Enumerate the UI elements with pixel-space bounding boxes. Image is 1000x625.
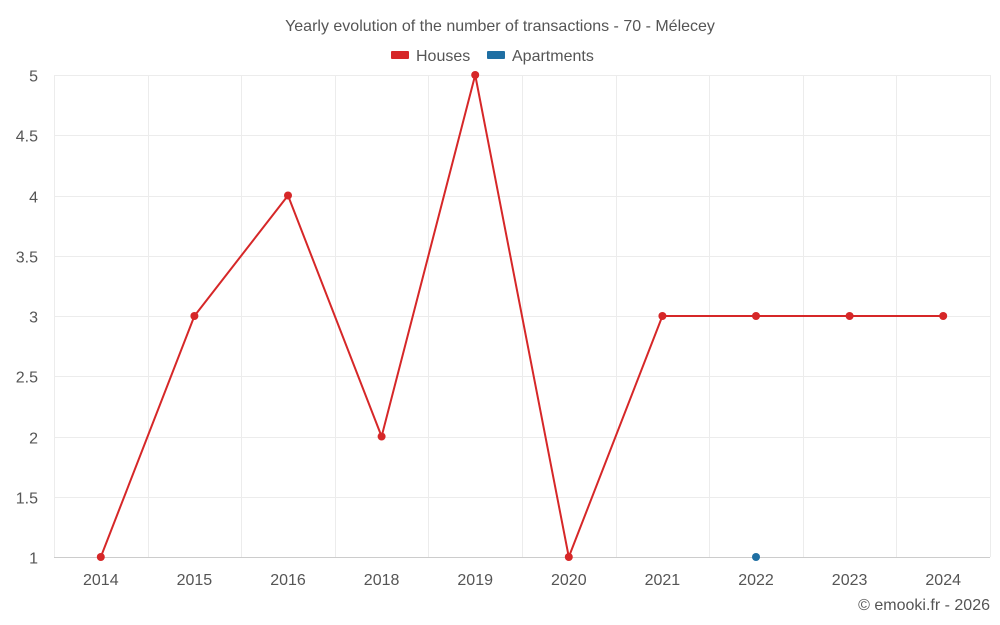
series-line-houses (99, 74, 944, 558)
credit-text: © emooki.fr - 2026 (858, 597, 990, 614)
legend-label-apartments: Apartments (512, 48, 594, 65)
legend-item-apartments[interactable]: Apartments (487, 48, 594, 65)
x-tick-label: 2018 (364, 572, 400, 589)
data-point-houses[interactable] (190, 312, 199, 320)
x-tick-label: 2014 (83, 572, 119, 589)
y-tick-label: 3 (29, 310, 38, 327)
x-tick-label: 2019 (457, 572, 493, 589)
legend-item-houses[interactable]: Houses (391, 48, 470, 65)
data-point-houses[interactable] (939, 312, 948, 320)
x-axis-ticks: 2014 2015 2016 2018 2019 2020 2021 2022 2023 2024 (83, 572, 961, 589)
y-axis-ticks: 1 1.5 2 2.5 3 3.5 4 4.5 5 (16, 69, 38, 568)
data-point-houses[interactable] (845, 312, 854, 320)
y-tick-label: 1.5 (16, 491, 38, 508)
y-tick-label: 2.5 (16, 370, 38, 387)
x-tick-label: 2023 (832, 572, 868, 589)
x-tick-label: 2022 (738, 572, 774, 589)
x-tick-label: 2016 (270, 572, 306, 589)
y-tick-label: 4.5 (16, 129, 38, 146)
data-point-houses[interactable] (658, 312, 667, 320)
x-tick-label: 2021 (645, 572, 681, 589)
y-tick-label: 2 (29, 431, 38, 448)
y-tick-label: 3.5 (16, 250, 38, 267)
x-tick-label: 2024 (925, 572, 961, 589)
series (96, 71, 948, 561)
x-tick-label: 2020 (551, 572, 587, 589)
y-tick-label: 1 (29, 551, 38, 568)
data-point-houses[interactable] (564, 553, 573, 561)
chart-title: Yearly evolution of the number of transa… (285, 18, 715, 35)
legend-swatch-houses (391, 51, 409, 59)
legend-swatch-apartments (487, 51, 505, 59)
data-point-houses[interactable] (377, 432, 386, 441)
y-tick-label: 4 (29, 190, 38, 207)
legend-label-houses: Houses (416, 48, 470, 65)
y-tick-label: 5 (29, 69, 38, 86)
legend: Houses Apartments (391, 48, 594, 65)
data-point-houses[interactable] (752, 312, 760, 320)
data-point-apartments[interactable] (752, 553, 760, 561)
data-point-houses[interactable] (96, 553, 105, 561)
data-point-houses[interactable] (284, 191, 292, 200)
data-point-houses[interactable] (471, 71, 480, 79)
x-tick-label: 2015 (177, 572, 213, 589)
